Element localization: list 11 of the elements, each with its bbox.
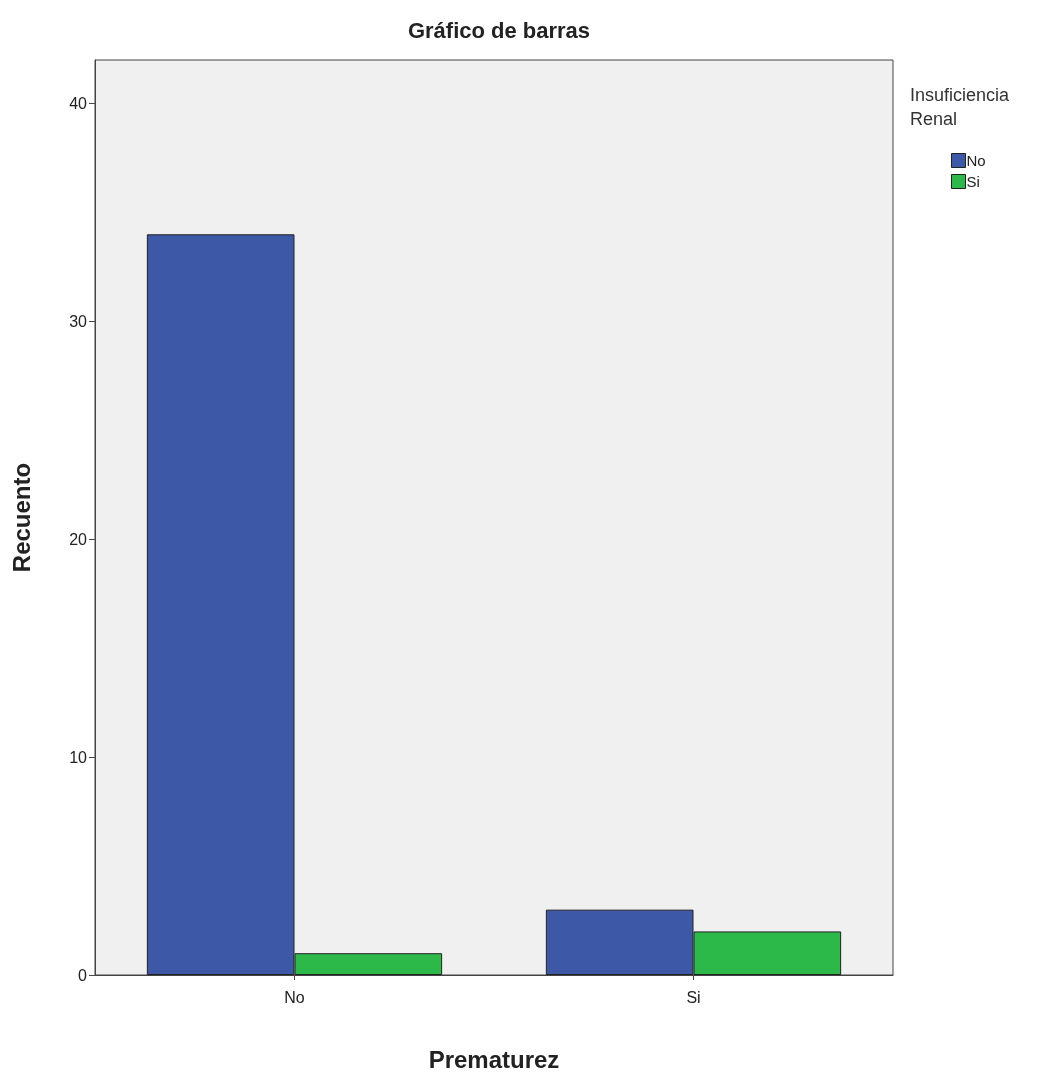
legend-label: No xyxy=(966,152,986,169)
y-tick-label: 20 xyxy=(69,530,88,548)
y-tick-label: 0 xyxy=(78,966,88,984)
chart-title: Gráfico de barras xyxy=(407,17,591,43)
legend-title: Insuficiencia Renal xyxy=(910,85,1015,129)
y-tick-label: 10 xyxy=(69,748,88,766)
x-axis-title: Prematurez xyxy=(428,1045,560,1073)
y-axis-title: Recuento xyxy=(7,462,35,573)
y-tick-label: 30 xyxy=(69,312,88,330)
legend-label: Si xyxy=(966,173,980,190)
y-tick-label: 40 xyxy=(69,95,88,113)
